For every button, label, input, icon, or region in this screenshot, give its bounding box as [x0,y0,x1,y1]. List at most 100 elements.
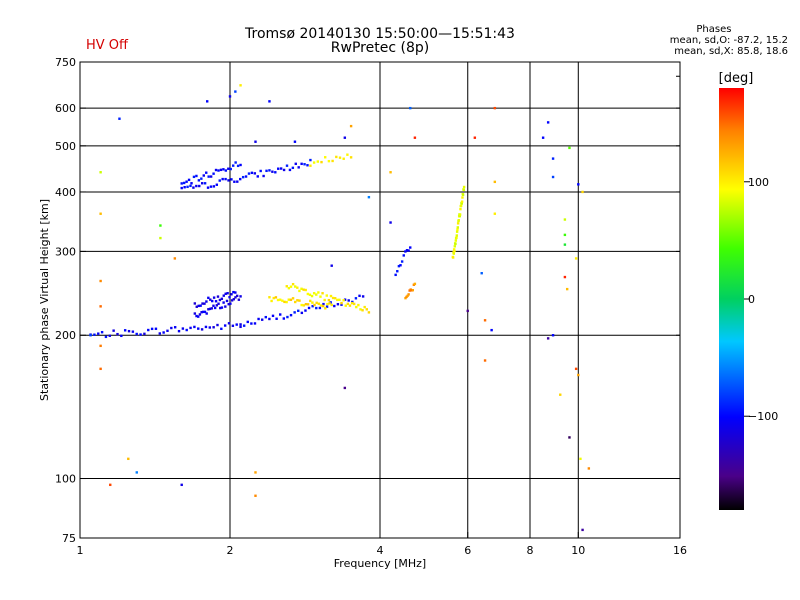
trace-point [239,163,242,167]
scatter-point [579,457,582,461]
y-tick-label: 400 [55,186,76,199]
trace-point [200,177,203,180]
trace-point [221,177,224,181]
trace-point [242,324,246,327]
trace-point [216,295,220,298]
scatter-point [118,117,121,120]
scatter-point [173,257,177,260]
trace-point [120,334,123,338]
trace-point [323,298,326,302]
hv-status-label: HV Off [86,38,128,53]
trace-point [293,285,297,288]
trace-point [394,273,397,277]
trace-point [139,333,142,336]
trace-point [459,204,463,207]
trace-point [259,169,262,173]
trace-point [285,164,289,167]
trace-point [182,181,186,185]
trace-point [222,301,225,304]
trace-point [453,249,456,253]
trace-point [212,304,215,307]
trace-point [234,296,237,299]
trace-point [209,185,213,188]
trace-point [271,314,275,318]
trace-point [311,304,314,308]
trace-point [247,172,251,175]
scatter-point [99,212,102,215]
trace-point [296,286,299,289]
trace-point [319,304,323,307]
grid-layer [80,62,680,538]
trace-point [454,239,458,242]
trace-point [300,162,303,166]
trace-point [452,252,456,255]
trace-point [344,304,347,307]
trace-point [327,298,331,302]
data-points-layer [89,84,591,532]
trace-point [322,302,325,306]
trace-point [309,299,312,303]
trace-point [108,334,111,337]
x-tick-label: 6 [464,544,471,557]
trace-point [271,170,274,173]
trace-point [230,299,234,302]
trace-point [180,186,183,190]
phase-stats: Phases mean, sd,O: -87.2, 15.2 mean, sd,… [670,24,788,57]
trace-point [407,293,410,296]
trace-point [277,167,280,170]
trace-point [342,157,345,160]
colorbar-unit-label: [deg] [719,71,754,86]
trace-point [315,306,318,310]
trace-point [229,167,232,171]
trace-point [334,297,337,300]
scatter-point [483,319,487,322]
trace-point [219,306,222,310]
trace-point [147,328,150,332]
trace-point [230,293,233,296]
trace-point [241,175,245,179]
trace-point [317,291,320,294]
y-tick-label: 75 [62,532,76,545]
trace-point [281,299,284,302]
trace-point [294,300,297,304]
trace-point [220,297,224,300]
trace-point [260,318,264,321]
scatter-point [234,90,237,93]
phase-stats-x: mean, sd,X: 85.8, 18.6 [674,46,788,57]
trace-point [306,303,310,306]
trace-point [300,311,304,315]
phase-stats-heading: Phases [696,24,732,35]
trace-point [200,182,204,185]
trace-point [97,332,100,335]
trace-point [244,175,248,178]
trace-point [212,296,216,299]
trace-point [154,327,158,330]
trace-point [346,153,349,156]
trace-point [234,161,237,164]
trace-point [192,175,196,179]
trace-point [116,332,119,336]
scatter-point [568,436,571,439]
trace-point [458,214,461,218]
trace-point [287,298,290,301]
trace-point [222,294,225,297]
trace-point [307,306,311,310]
trace-point [351,300,354,304]
trace-point [195,184,198,188]
trace-point [340,303,343,306]
trace-point [250,171,254,175]
y-tick-label: 500 [55,140,76,153]
trace-point [181,327,185,330]
trace-point [355,305,358,309]
trace-point [400,260,404,263]
trace-point [193,302,197,305]
trace-point [409,246,412,249]
trace-point [328,302,331,305]
x-axis-label: Frequency [MHz] [334,557,426,570]
trace-point [202,174,205,177]
trace-point [298,299,301,302]
trace-point [405,249,409,252]
trace-point [237,298,241,301]
scatter-point [563,243,567,246]
